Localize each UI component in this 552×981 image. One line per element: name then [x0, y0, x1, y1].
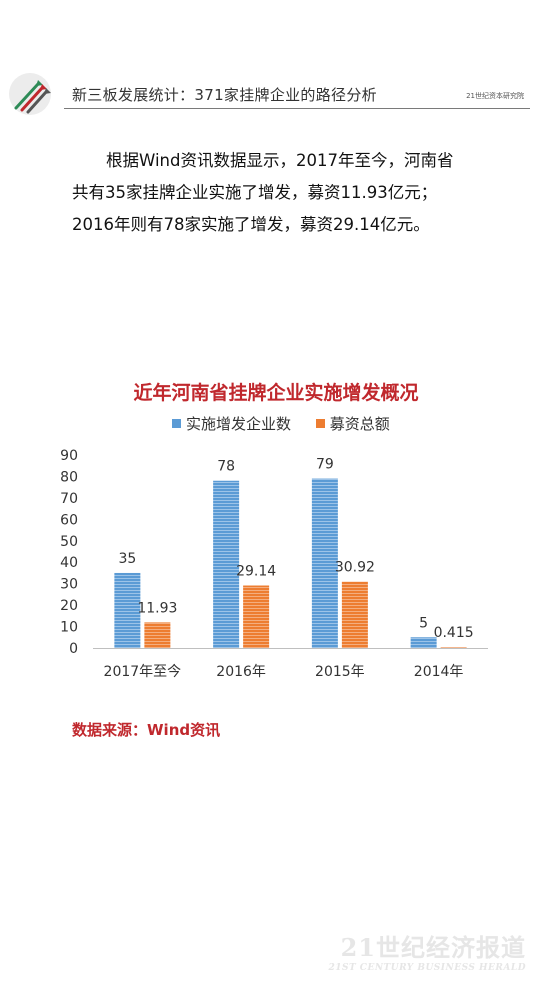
data-label-count: 79	[316, 457, 334, 473]
legend-item-count: 实施增发企业数	[172, 413, 291, 434]
bars: 35 11.93 78 29.14 79 30.92 5 0.415	[114, 457, 474, 648]
y-tick-label: 30	[60, 577, 78, 593]
header-divider	[64, 108, 530, 109]
chart-legend: 实施增发企业数 募资总额	[172, 413, 410, 434]
y-tick-label: 80	[60, 469, 78, 485]
page-header: 新三板发展统计：371家挂牌企业的路径分析 21世纪资本研究院	[8, 68, 530, 116]
x-tick-label: 2015年	[315, 664, 365, 680]
x-tick-label: 2017年至今	[104, 664, 182, 680]
bar-count	[114, 572, 141, 648]
arrows-logo-icon	[9, 73, 51, 115]
chart-title: 近年河南省挂牌企业实施增发概况	[133, 382, 419, 404]
legend-swatch-count	[172, 419, 181, 428]
legend-label-amount: 募资总额	[329, 415, 390, 433]
x-axis: 2017年至今 2016年 2015年 2014年	[93, 648, 488, 680]
watermark-logo: 21世纪经济报道 21ST CENTURY BUSINESS HERALD	[328, 928, 526, 973]
paragraph-line-3: 2016年则有78家实施了增发，募资29.14亿元。	[72, 215, 430, 234]
header-brand: 21世纪资本研究院	[466, 92, 524, 100]
data-label-count: 78	[217, 459, 235, 475]
intro-paragraph: 根据Wind资讯数据显示，2017年至今，河南省 共有35家挂牌企业实施了增发，…	[72, 145, 512, 241]
bar-amount	[341, 581, 368, 648]
x-tick-label: 2014年	[414, 664, 464, 680]
bar-amount	[440, 647, 467, 648]
bar-count	[213, 480, 240, 648]
y-tick-label: 70	[60, 491, 78, 507]
data-label-count: 5	[419, 615, 428, 631]
y-tick-label: 40	[60, 555, 78, 571]
data-source: 数据来源：Wind资讯	[72, 721, 221, 739]
data-label-amount: 30.92	[335, 560, 375, 576]
paragraph-line-2: 共有35家挂牌企业实施了增发，募资11.93亿元；	[72, 183, 438, 202]
y-tick-label: 50	[60, 534, 78, 550]
y-tick-label: 10	[60, 620, 78, 636]
x-tick-label: 2016年	[216, 664, 266, 680]
y-axis: 0 10 20 30 40 50 60 70 80 90	[60, 448, 78, 657]
bar-count	[311, 478, 338, 648]
data-label-amount: 29.14	[236, 564, 276, 580]
bar-count	[410, 637, 437, 648]
header-title: 新三板发展统计：371家挂牌企业的路径分析	[72, 86, 377, 104]
y-tick-label: 20	[60, 598, 78, 614]
y-tick-label: 0	[69, 641, 78, 657]
data-label-count: 35	[118, 551, 136, 567]
y-tick-label: 90	[60, 448, 78, 464]
data-label-amount: 11.93	[137, 600, 177, 616]
paragraph-line-1: 根据Wind资讯数据显示，2017年至今，河南省	[106, 151, 454, 170]
legend-swatch-amount	[315, 419, 325, 428]
watermark-cn: 21世纪经济报道	[340, 933, 526, 962]
bar-amount	[144, 622, 171, 648]
bar-amount	[243, 585, 270, 648]
watermark-en: 21ST CENTURY BUSINESS HERALD	[328, 963, 526, 973]
legend-item-amount: 募资总额	[315, 413, 390, 434]
data-label-amount: 0.415	[434, 625, 474, 641]
y-tick-label: 60	[60, 512, 78, 528]
legend-label-count: 实施增发企业数	[186, 415, 292, 433]
